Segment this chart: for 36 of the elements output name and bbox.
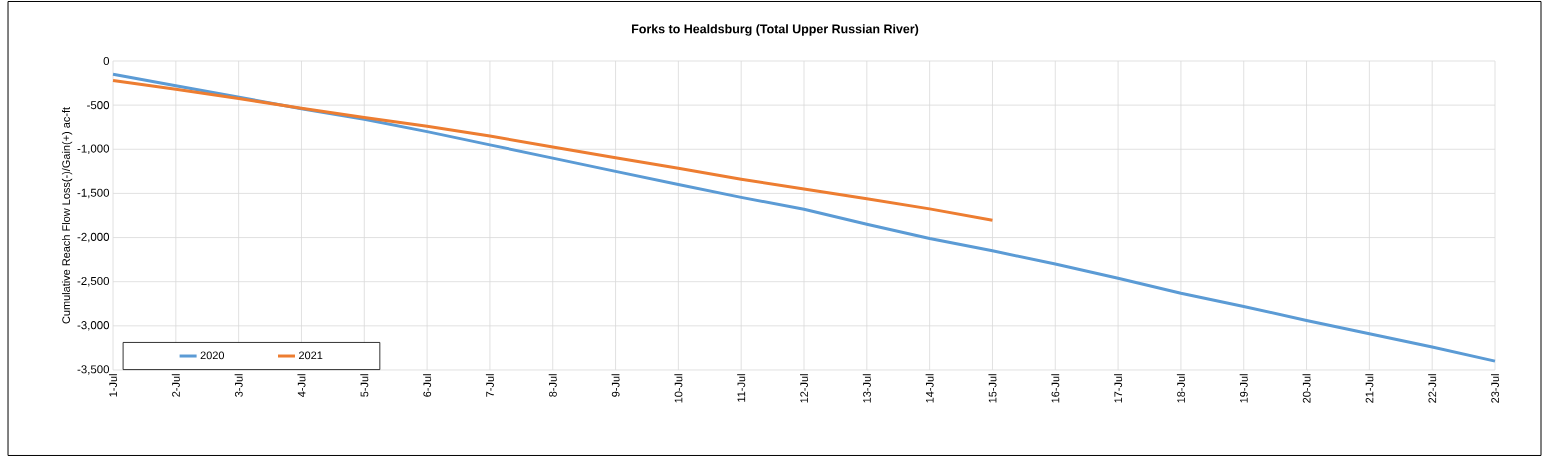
line-series bbox=[111, 78, 994, 222]
x-tick-label: 1-Jul bbox=[109, 374, 118, 397]
x-tick-label: 16-Jul bbox=[1051, 374, 1060, 403]
x-tick-label: 2-Jul bbox=[171, 374, 180, 397]
x-tick-label: 18-Jul bbox=[1176, 374, 1185, 403]
y-tick-label: -2,500 bbox=[77, 276, 110, 287]
x-tick-label: 13-Jul bbox=[862, 374, 871, 403]
x-tick-label: 5-Jul bbox=[360, 374, 369, 397]
x-tick-label: 23-Jul bbox=[1490, 374, 1500, 403]
x-tick-label: 9-Jul bbox=[611, 374, 620, 397]
x-tick-label: 12-Jul bbox=[799, 374, 809, 403]
x-tick-label: 17-Jul bbox=[1114, 374, 1123, 403]
x-tick-label: 22-Jul bbox=[1428, 374, 1437, 403]
y-tick-label: 0 bbox=[103, 56, 110, 66]
x-tick-label: 7-Jul bbox=[485, 374, 494, 397]
y-tick-label: -2,000 bbox=[77, 232, 110, 243]
x-tick-label: 3-Jul bbox=[234, 374, 243, 397]
x-tick-label: 20-Jul bbox=[1302, 374, 1311, 403]
x-tick-label: 8-Jul bbox=[548, 374, 557, 397]
chart-title: Forks to Healdsburg (Total Upper Russian River) bbox=[632, 24, 919, 36]
y-axis-title: Cumulative Reach Flow Loss(-)/Gain(+) ac-ft bbox=[61, 107, 73, 324]
legend-label: 2020 bbox=[200, 351, 225, 360]
y-tick-label: -1,000 bbox=[77, 144, 110, 155]
x-tick-label: 15-Jul bbox=[988, 374, 997, 403]
x-tick-label: 21-Jul bbox=[1365, 374, 1374, 403]
x-tick-label: 4-Jul bbox=[297, 374, 306, 398]
y-tick-label: -3,500 bbox=[77, 365, 110, 375]
legend-label: 2021 bbox=[299, 351, 323, 360]
y-tick-label: -3,000 bbox=[77, 321, 110, 331]
y-tick-label: -1,500 bbox=[77, 188, 110, 199]
x-tick-label: 14-Jul bbox=[925, 374, 934, 403]
y-tick-label: -500 bbox=[87, 101, 110, 110]
x-tick-label: 19-Jul bbox=[1239, 374, 1248, 403]
x-tick-label: 10-Jul bbox=[674, 374, 683, 403]
x-tick-label: 6-Jul bbox=[423, 374, 432, 397]
x-tick-label: 11-Jul bbox=[737, 374, 746, 402]
